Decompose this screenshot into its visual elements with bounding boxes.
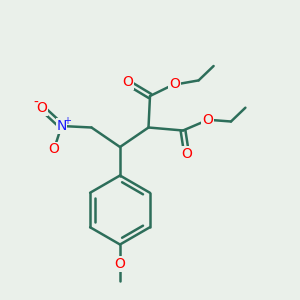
Text: O: O: [181, 147, 192, 161]
Text: O: O: [169, 77, 180, 91]
Text: O: O: [37, 101, 47, 115]
Text: O: O: [202, 113, 213, 127]
Text: O: O: [49, 142, 59, 156]
Text: O: O: [122, 76, 133, 89]
Text: +: +: [63, 116, 70, 126]
Text: O: O: [115, 257, 125, 271]
Text: N: N: [56, 119, 67, 133]
Text: -: -: [33, 96, 38, 110]
